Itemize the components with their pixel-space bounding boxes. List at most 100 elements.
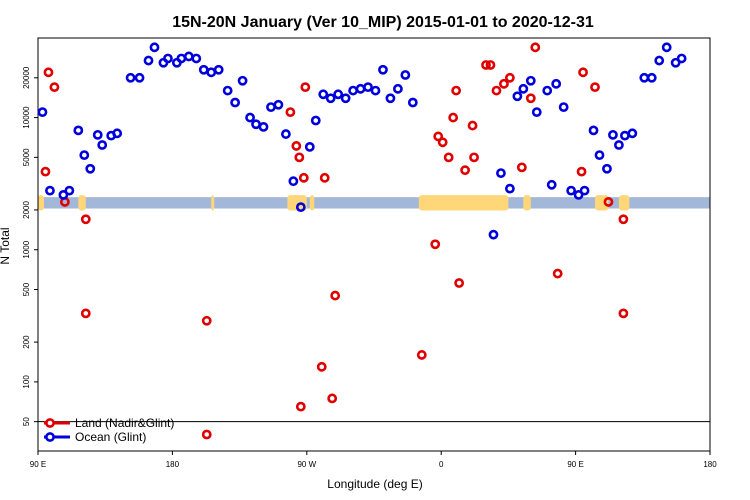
land-point	[491, 85, 502, 96]
ocean-point	[566, 185, 577, 196]
land-point	[201, 315, 212, 326]
ocean-point	[579, 185, 590, 196]
land-point	[530, 42, 541, 53]
legend-label: Ocean (Glint)	[75, 430, 146, 444]
ocean-point	[363, 82, 373, 93]
ocean-point	[676, 53, 687, 64]
land-point	[291, 141, 302, 151]
land-point	[485, 60, 496, 70]
y-axis-ticks: 50 100 200 500 1000 2000 5000 10000 20000	[22, 66, 38, 426]
ocean-point	[407, 97, 418, 108]
land-point	[603, 197, 614, 207]
ocean-point	[654, 55, 665, 66]
ocean-point	[134, 72, 145, 83]
land-point	[316, 361, 327, 372]
land-point	[416, 350, 427, 360]
land-point	[295, 401, 306, 412]
ocean-point	[385, 93, 396, 104]
legend-label: Land (Nadir&Glint)	[75, 416, 174, 430]
ocean-point	[310, 115, 321, 126]
y-tick-label: 50	[22, 417, 31, 426]
legend-swatch-marker	[45, 432, 55, 442]
land-point	[40, 166, 51, 177]
chart-title: 15N-20N January (Ver 10_MIP) 2015-01-01 …	[172, 14, 594, 31]
ocean-point	[504, 183, 515, 194]
ocean-point	[531, 107, 542, 117]
ocean-point	[304, 141, 315, 152]
land-point	[469, 152, 479, 163]
ocean-point	[488, 229, 499, 240]
land-point	[504, 72, 515, 83]
y-tick-label: 2000	[22, 200, 31, 218]
legend-swatch-marker	[45, 418, 55, 428]
x-tick-label: 90 E	[30, 460, 46, 469]
ocean-point	[143, 55, 154, 66]
land-point	[330, 290, 341, 301]
ocean-point	[546, 179, 557, 190]
ocean-point	[73, 125, 84, 136]
x-tick-label: 90 E	[567, 460, 583, 469]
land-point	[499, 78, 509, 89]
land-segment	[287, 195, 307, 211]
ocean-point	[661, 42, 672, 53]
y-tick-label: 500	[22, 282, 31, 296]
ocean-point	[163, 53, 173, 64]
ocean-point	[258, 121, 269, 132]
ocean-point	[273, 99, 284, 110]
ocean-point	[594, 150, 605, 161]
y-tick-label: 20000	[22, 66, 31, 89]
ocean-point	[213, 64, 224, 75]
land-point	[460, 165, 470, 176]
land-point	[618, 214, 629, 225]
ocean-point	[245, 112, 255, 123]
ocean-point	[222, 85, 233, 96]
ocean-point	[542, 85, 553, 96]
x-tick-label: 90 W	[297, 460, 316, 469]
y-axis-label: N Total	[0, 227, 12, 264]
x-tick-label: 180	[166, 460, 180, 469]
land-segment	[595, 195, 609, 211]
ocean-point	[37, 107, 48, 117]
ocean-point	[295, 202, 306, 213]
ocean-point	[551, 78, 562, 89]
land-point	[43, 67, 54, 78]
ocean-point	[378, 64, 388, 75]
land-point	[300, 82, 311, 93]
land-segment	[418, 195, 509, 211]
land-point	[454, 278, 465, 288]
ocean-point	[92, 129, 103, 140]
ocean-point	[512, 91, 523, 102]
ocean-point	[45, 185, 55, 196]
land-point	[80, 308, 91, 319]
land-point	[294, 152, 305, 163]
land-point	[327, 393, 338, 404]
land-point	[590, 82, 600, 93]
background-band	[38, 195, 710, 211]
land-point	[448, 112, 459, 123]
ocean-point	[525, 75, 536, 86]
land-point	[451, 85, 462, 96]
ocean-point	[237, 75, 248, 86]
ocean-point	[392, 83, 403, 94]
ocean-point	[558, 102, 569, 113]
ocean-point	[608, 129, 618, 140]
land-point	[49, 82, 60, 93]
land-point	[433, 131, 444, 142]
ocean-point	[230, 97, 241, 108]
ocean-point	[627, 128, 638, 139]
ocean-point	[588, 125, 599, 136]
x-tick-label: 0	[439, 460, 444, 469]
y-tick-label: 200	[22, 335, 31, 349]
ocean-point	[64, 185, 75, 196]
ocean-point	[646, 72, 657, 83]
y-tick-label: 1000	[22, 240, 31, 258]
data-points	[37, 42, 687, 440]
ocean-point	[333, 89, 344, 100]
ocean-band	[38, 197, 710, 209]
land-point	[481, 60, 491, 70]
land-point	[437, 137, 448, 148]
ocean-point	[496, 168, 506, 179]
land-point	[298, 172, 309, 183]
